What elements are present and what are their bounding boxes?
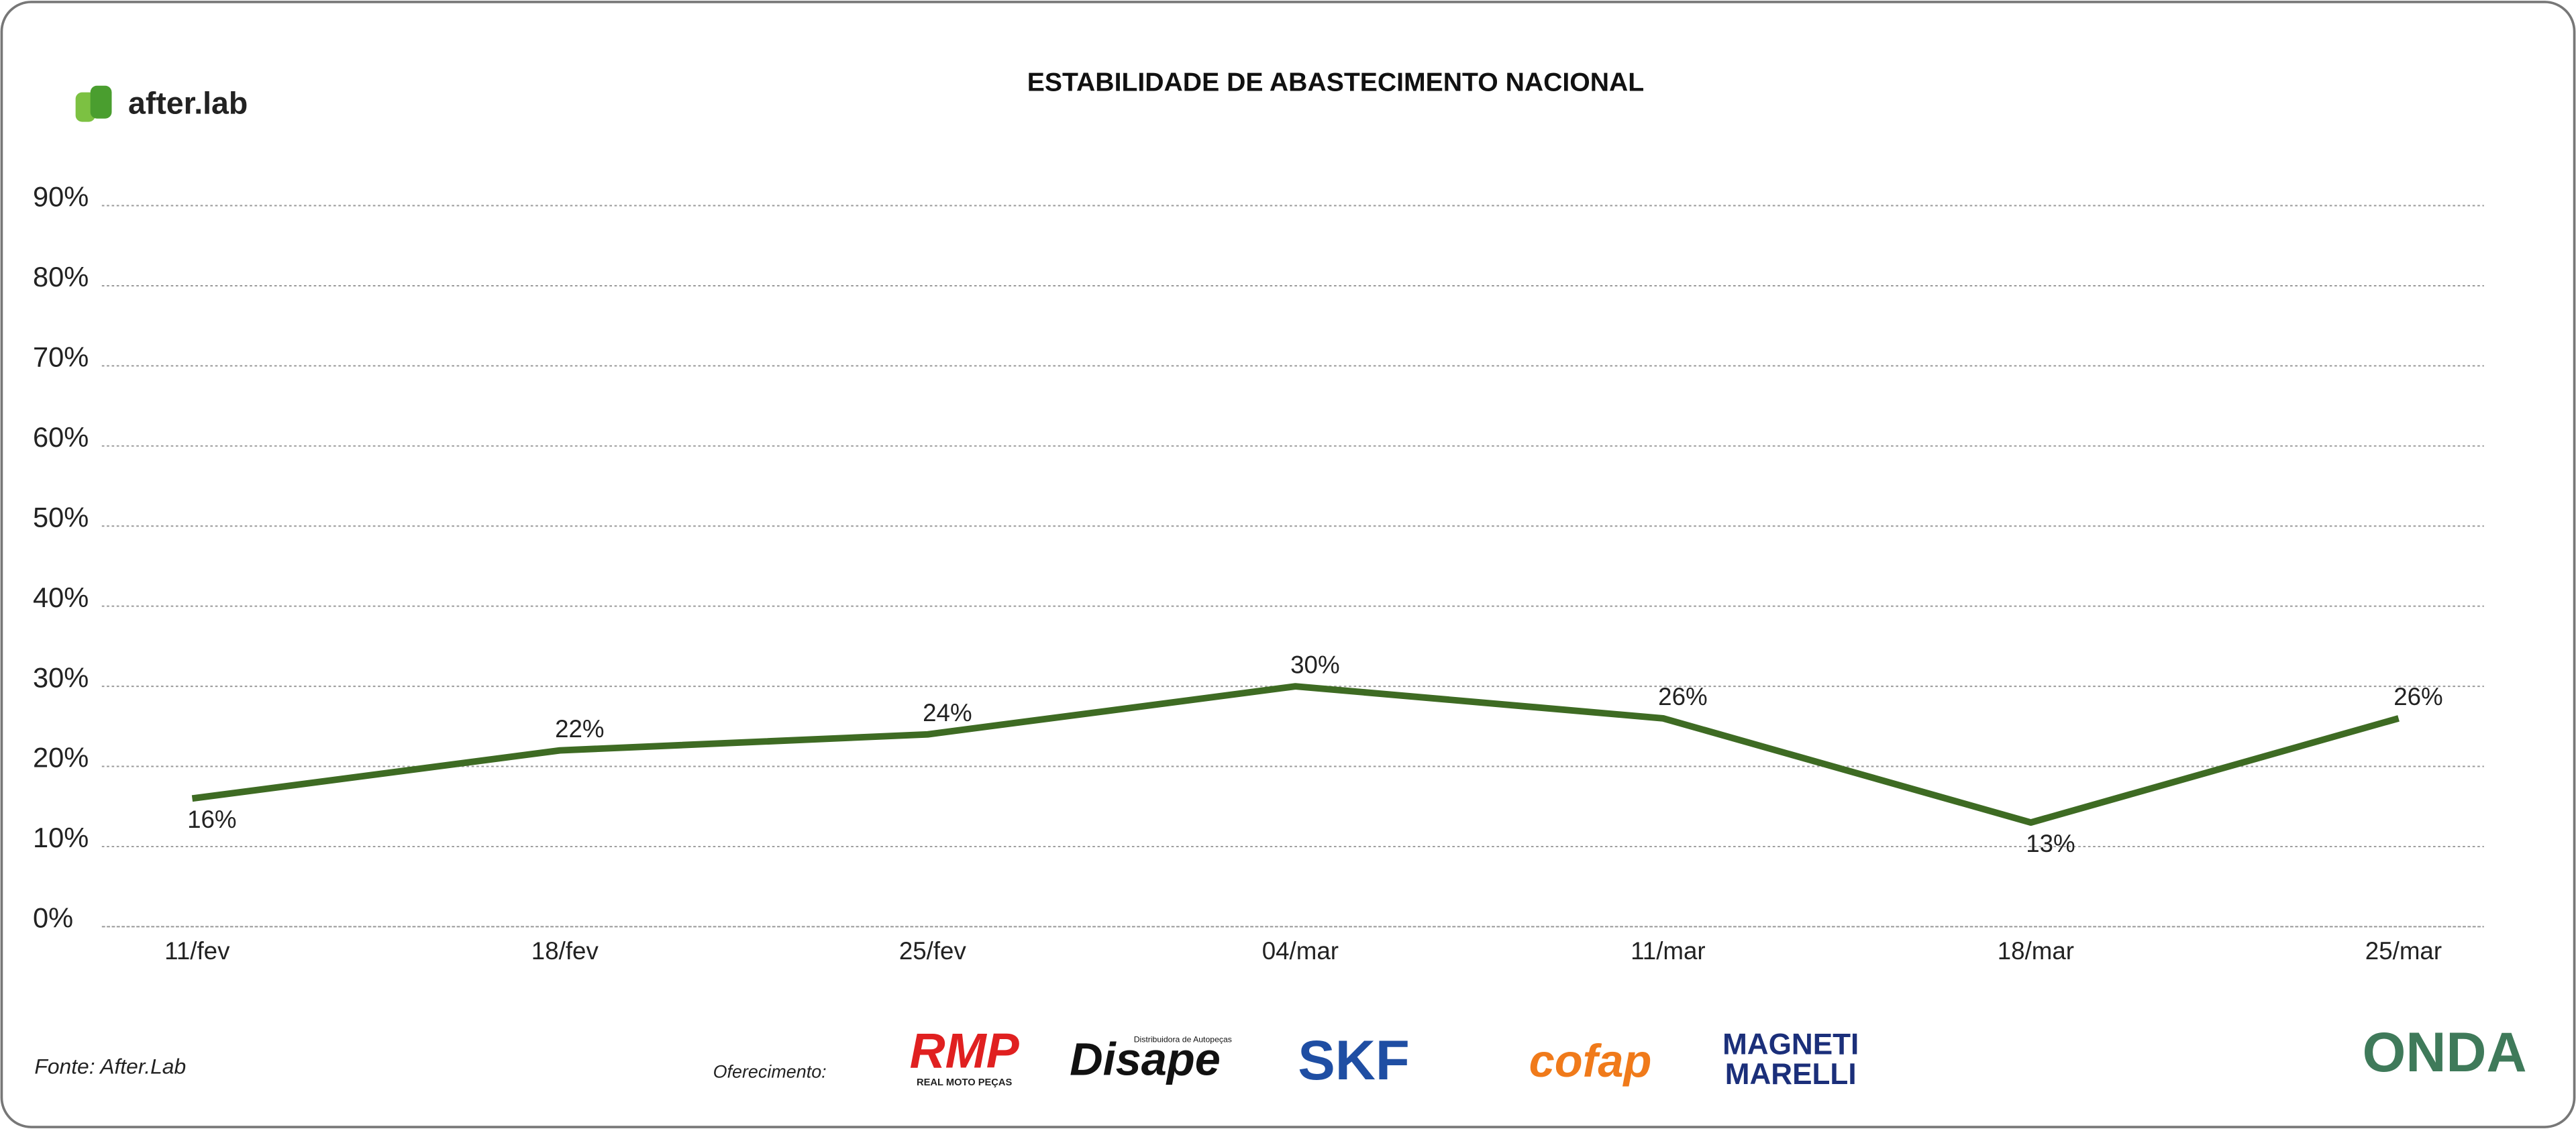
data-label: 24% (923, 699, 972, 727)
sponsor-rmp-sub: REAL MOTO PEÇAS (917, 1077, 1012, 1088)
sponsors-label: Oferecimento: (713, 1061, 827, 1081)
x-tick-label: 18/fev (531, 937, 599, 965)
sponsor-skf: SKF (1298, 1029, 1409, 1091)
logo-icon (75, 85, 112, 122)
sponsor-rmp: RMP (910, 1024, 1020, 1079)
sponsor-disape-sub: Distribuidora de Autopeças (1134, 1035, 1232, 1044)
y-tick-label: 80% (33, 261, 89, 292)
y-tick-label: 60% (33, 421, 89, 453)
data-label: 26% (1658, 683, 1708, 710)
sponsor-marelli: MARELLI (1725, 1058, 1857, 1091)
data-label: 13% (2026, 830, 2075, 857)
x-tick-label: 04/mar (1262, 937, 1339, 965)
brand: ONDA (2363, 1021, 2527, 1083)
x-tick-label: 25/fev (899, 937, 967, 965)
y-tick-label: 20% (33, 742, 89, 773)
y-tick-label: 10% (33, 822, 89, 853)
source: Fonte: After.Lab (34, 1054, 186, 1078)
data-label: 22% (555, 715, 605, 743)
data-label: 30% (1290, 651, 1340, 678)
y-tick-label: 30% (33, 661, 89, 693)
y-tick-label: 40% (33, 582, 89, 613)
y-tick-label: 50% (33, 501, 89, 533)
y-tick-label: 70% (33, 341, 89, 373)
y-tick-label: 90% (33, 181, 89, 213)
sponsor-magneti: MAGNETI (1722, 1028, 1859, 1061)
data-label: 26% (2393, 683, 2443, 710)
x-tick-label: 25/mar (2365, 937, 2442, 965)
chart-title: ESTABILIDADE DE ABASTECIMENTO NACIONAL (1027, 68, 1644, 97)
y-tick-label: 0% (33, 902, 73, 934)
logo-text: after.lab (128, 85, 248, 120)
x-tick-label: 11/fev (164, 937, 230, 965)
x-tick-label: 18/mar (1998, 937, 2074, 965)
sponsor-cofap: cofap (1529, 1035, 1652, 1087)
line (191, 683, 2400, 826)
x-tick-label: 11/mar (1631, 937, 1706, 965)
data-label: 16% (187, 806, 237, 833)
sponsor-disape: Disape (1070, 1034, 1221, 1085)
